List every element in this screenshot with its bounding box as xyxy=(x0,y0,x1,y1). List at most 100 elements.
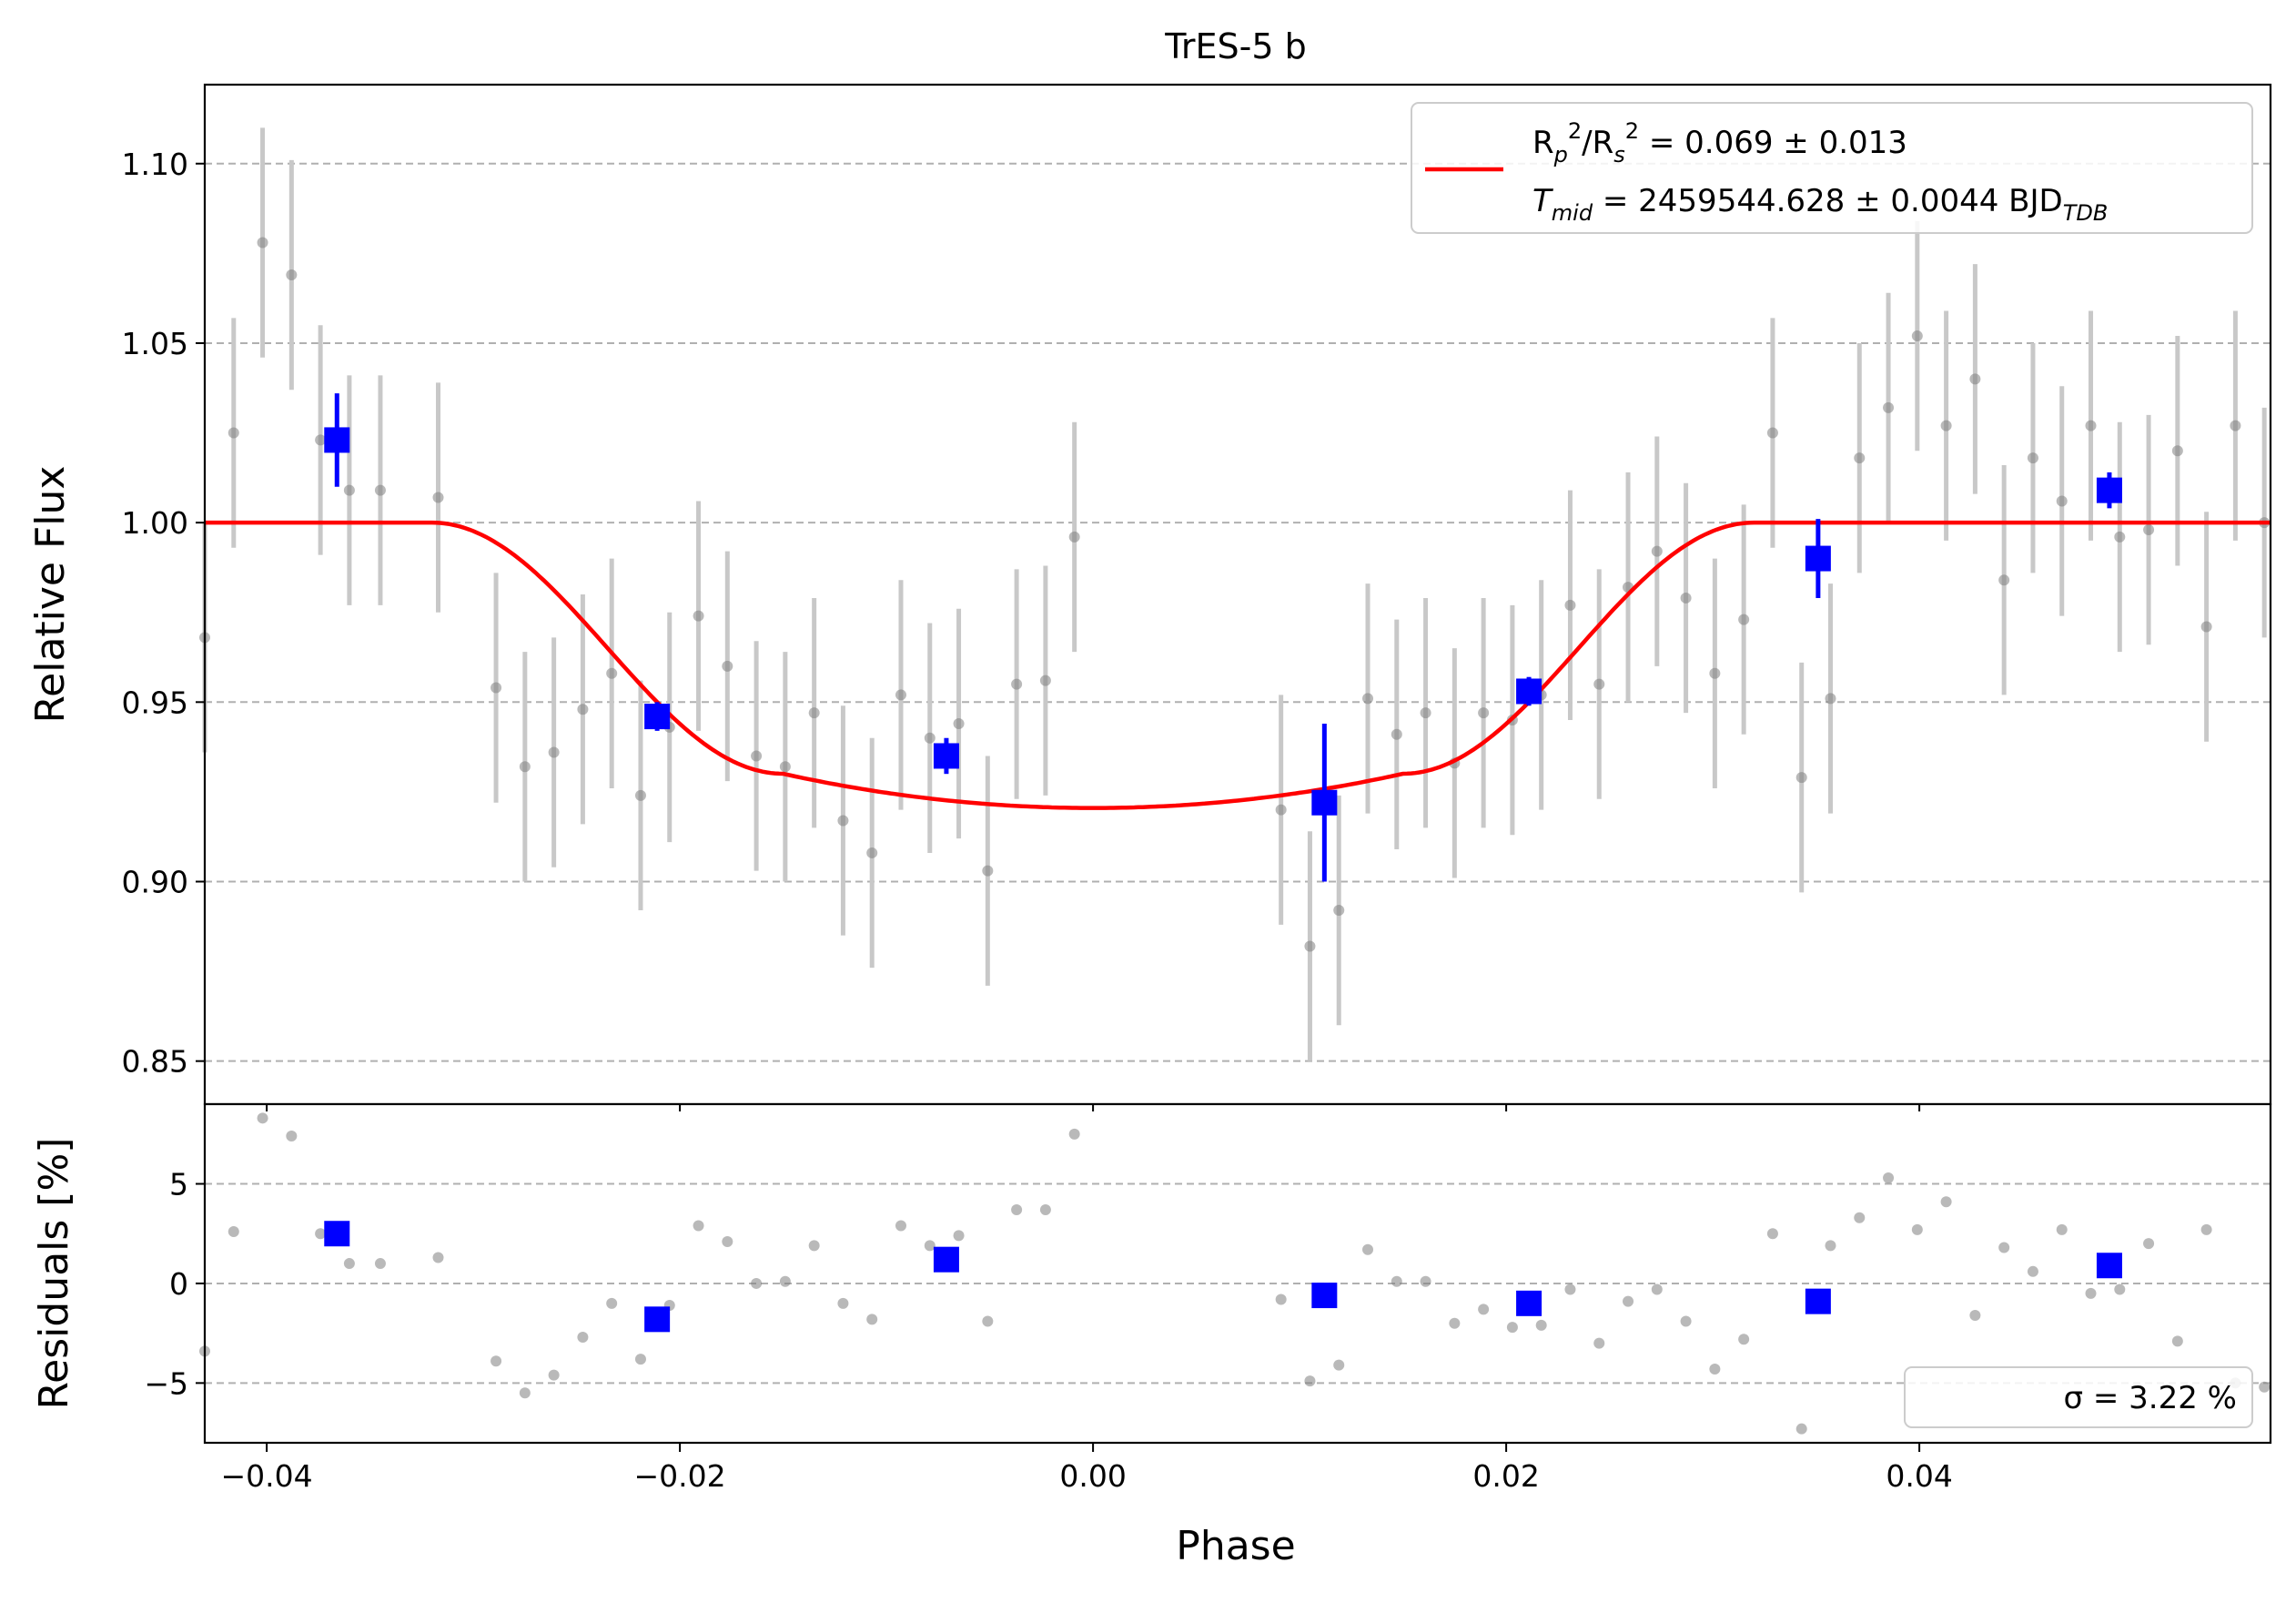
residual-raw-point xyxy=(1883,1172,1895,1183)
raw-point xyxy=(1883,401,1895,413)
binned-point xyxy=(324,427,350,453)
residual-raw-point xyxy=(606,1297,618,1309)
raw-point xyxy=(1391,728,1402,740)
flux-y-tick-label: 1.00 xyxy=(122,505,188,541)
raw-point xyxy=(779,761,791,773)
residual-raw-point xyxy=(1333,1359,1345,1371)
residuals-y-tick-label: −5 xyxy=(144,1365,188,1401)
flux-y-tick-label: 0.95 xyxy=(122,685,188,720)
residual-raw-point xyxy=(1825,1240,1836,1252)
residuals-panel-frame xyxy=(203,1102,2272,1445)
raw-point xyxy=(1333,905,1345,917)
residual-binned-point xyxy=(2096,1253,2122,1279)
residual-raw-point xyxy=(895,1220,906,1232)
residual-raw-point xyxy=(1506,1322,1518,1334)
residual-raw-point xyxy=(2085,1287,2097,1299)
residual-raw-point xyxy=(2200,1223,2212,1235)
raw-point xyxy=(315,434,327,446)
flux-y-tick-label: 0.85 xyxy=(122,1044,188,1080)
flux-y-axis-label: Relative Flux xyxy=(27,466,74,724)
residual-raw-point xyxy=(924,1240,936,1252)
residual-raw-point xyxy=(548,1369,560,1381)
raw-point xyxy=(982,865,994,877)
residual-raw-point xyxy=(1998,1242,2010,1253)
residual-raw-point xyxy=(1795,1423,1807,1435)
raw-point xyxy=(2230,420,2241,431)
flux-raw-points xyxy=(199,237,2271,952)
residual-raw-point xyxy=(491,1355,502,1367)
residual-raw-point xyxy=(2114,1283,2126,1295)
flux-y-axis: 0.85 0.90 0.95 1.00 1.05 1.10 xyxy=(122,147,205,1080)
residual-raw-point xyxy=(1275,1294,1287,1305)
residual-raw-point xyxy=(1068,1128,1080,1140)
raw-point xyxy=(606,667,618,679)
residuals-y-tick-label: 5 xyxy=(169,1167,188,1202)
residual-raw-point xyxy=(1535,1319,1547,1331)
binned-point xyxy=(1805,545,1831,572)
residual-raw-point xyxy=(343,1258,355,1270)
raw-point xyxy=(286,269,298,281)
flux-y-tick-label: 1.10 xyxy=(122,147,188,182)
raw-point xyxy=(2085,420,2097,431)
residual-raw-point xyxy=(1362,1243,1374,1255)
flux-binned-points xyxy=(324,427,2122,816)
raw-point xyxy=(751,750,763,762)
residual-raw-point xyxy=(722,1235,733,1247)
raw-point xyxy=(1478,707,1490,719)
flux-legend-radius-ratio: Rp2/Rs2 = 0.069 ± 0.013 xyxy=(1532,118,1907,167)
residual-raw-point xyxy=(2259,1381,2271,1393)
binned-point xyxy=(933,743,959,769)
chart-title: TrES-5 b xyxy=(1164,26,1306,66)
raw-point xyxy=(1998,574,2010,586)
raw-point xyxy=(693,610,704,622)
raw-point xyxy=(1738,614,1750,625)
residual-raw-point xyxy=(982,1315,994,1327)
flux-legend: Rp2/Rs2 = 0.069 ± 0.013 Tmid = 2459544.6… xyxy=(1411,102,2253,234)
residual-raw-point xyxy=(519,1387,531,1399)
raw-point xyxy=(1651,545,1663,557)
residual-raw-point xyxy=(2056,1223,2068,1235)
raw-point xyxy=(866,847,878,858)
residual-raw-point xyxy=(2171,1335,2183,1347)
residual-raw-point xyxy=(1449,1317,1461,1329)
raw-point xyxy=(1854,452,1866,464)
residual-raw-point xyxy=(315,1228,327,1240)
x-axis: −0.04 −0.02 0.00 0.02 0.04 xyxy=(221,1104,1953,1494)
raw-point xyxy=(1940,420,1952,431)
residual-raw-point xyxy=(257,1112,268,1124)
raw-point xyxy=(2171,445,2183,457)
residual-raw-point xyxy=(286,1131,298,1142)
x-tick-label: 0.04 xyxy=(1886,1458,1952,1494)
x-tick-label: −0.04 xyxy=(221,1458,313,1494)
raw-point xyxy=(2143,524,2155,536)
raw-point xyxy=(519,761,531,773)
raw-point xyxy=(895,689,906,701)
residual-raw-point xyxy=(808,1240,820,1252)
binned-point xyxy=(1311,789,1338,816)
binned-point xyxy=(1516,678,1542,705)
residual-raw-point xyxy=(1738,1334,1750,1345)
residual-raw-point xyxy=(1478,1304,1490,1315)
raw-point xyxy=(924,732,936,744)
residual-raw-point xyxy=(634,1354,646,1365)
raw-point xyxy=(1969,373,1981,385)
flux-legend-tmid: Tmid = 2459544.628 ± 0.0044 BJDTDB xyxy=(1532,183,2108,226)
raw-point xyxy=(1766,427,1778,439)
residual-raw-point xyxy=(1709,1364,1721,1375)
residual-raw-point xyxy=(1680,1315,1692,1327)
flux-panel-background xyxy=(205,85,2271,1104)
raw-point xyxy=(1011,678,1023,690)
raw-point xyxy=(953,717,965,729)
residual-raw-point xyxy=(693,1220,704,1232)
raw-point xyxy=(257,237,268,249)
residual-raw-point xyxy=(1651,1283,1663,1295)
raw-point xyxy=(1825,693,1836,705)
binned-point xyxy=(2096,477,2122,503)
residual-raw-point xyxy=(1766,1228,1778,1240)
raw-point xyxy=(2200,621,2212,633)
raw-point xyxy=(228,427,239,439)
x-tick-label: 0.00 xyxy=(1059,1458,1126,1494)
raw-point xyxy=(577,704,589,715)
residual-binned-point xyxy=(644,1306,671,1333)
residual-raw-point xyxy=(577,1332,589,1344)
